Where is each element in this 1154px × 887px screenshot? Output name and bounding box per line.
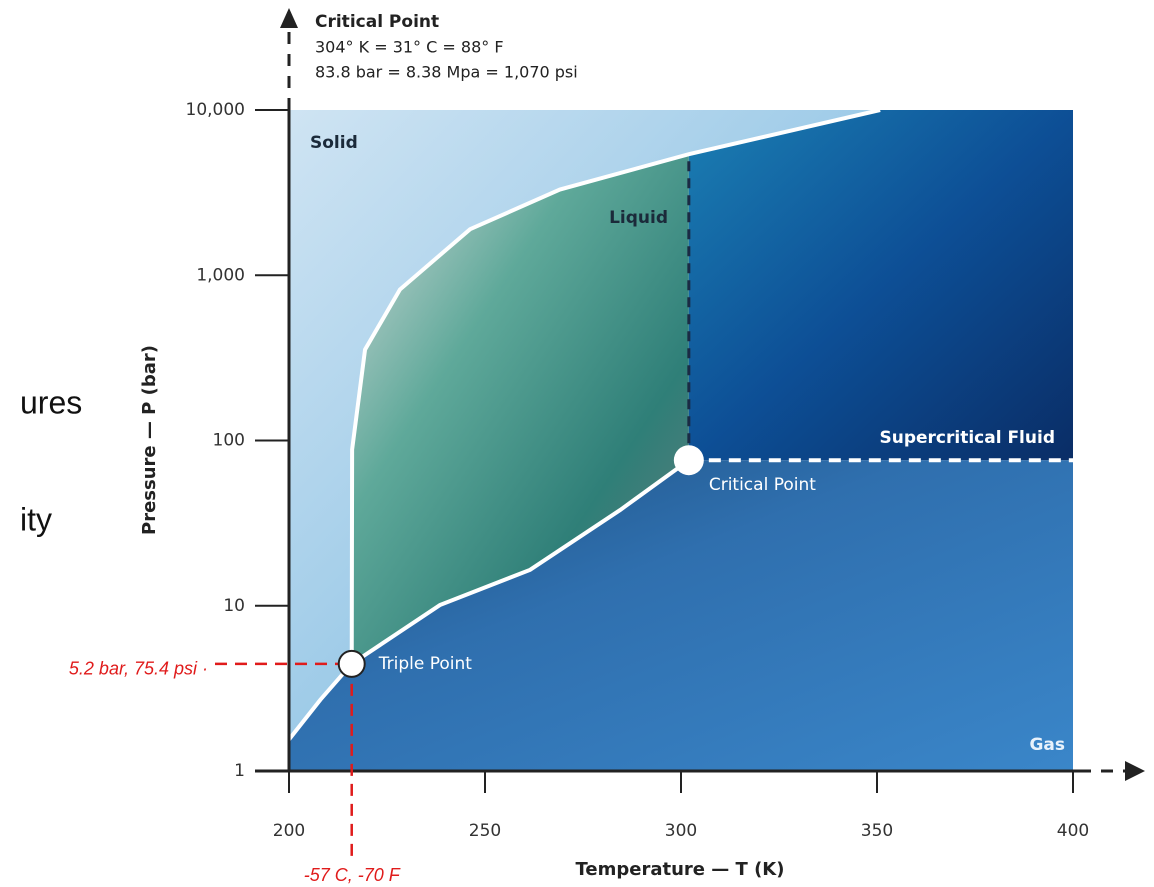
point	[674, 445, 704, 475]
x-tick-label: 400	[1057, 821, 1089, 841]
annotation: -57 C, -70 F	[304, 865, 401, 885]
region-label: Liquid	[609, 208, 668, 228]
region-supercritical	[689, 110, 1073, 460]
cropped-text: ures	[20, 384, 82, 420]
annotation: 5.2 bar, 75.4 psi ·	[69, 659, 208, 679]
y-tick-label: 10,000	[186, 100, 245, 120]
cropped-text: ity	[20, 501, 52, 537]
x-tick-label: 300	[665, 821, 697, 841]
y-tick-label: 1	[234, 761, 245, 781]
x-tick-label: 250	[469, 821, 501, 841]
chart-title: Critical Point	[315, 12, 439, 32]
point	[339, 651, 365, 677]
x-tick-label: 200	[273, 821, 305, 841]
y-tick-label: 100	[213, 431, 245, 451]
x-axis-arrow	[1125, 761, 1145, 781]
subtitle: 83.8 bar = 8.38 Mpa = 1,070 psi	[315, 63, 578, 82]
point-label: Triple Point	[378, 654, 473, 674]
region-label: Solid	[310, 133, 358, 153]
region-label: Supercritical Fluid	[879, 428, 1055, 448]
subtitle: 304° K = 31° C = 88° F	[315, 38, 504, 57]
x-axis-label: Temperature — T (K)	[576, 859, 785, 880]
x-tick-label: 350	[861, 821, 893, 841]
region-label: Gas	[1029, 735, 1065, 755]
y-tick-label: 1,000	[196, 265, 245, 285]
y-axis-label: Pressure — P (bar)	[139, 345, 160, 535]
chart: Solid Liquid Supercritical Fluid Gas 1 10 100 1…	[0, 0, 1154, 887]
y-axis-arrow	[280, 8, 298, 28]
y-tick-label: 10	[223, 596, 245, 616]
point-label: Critical Point	[709, 475, 816, 495]
